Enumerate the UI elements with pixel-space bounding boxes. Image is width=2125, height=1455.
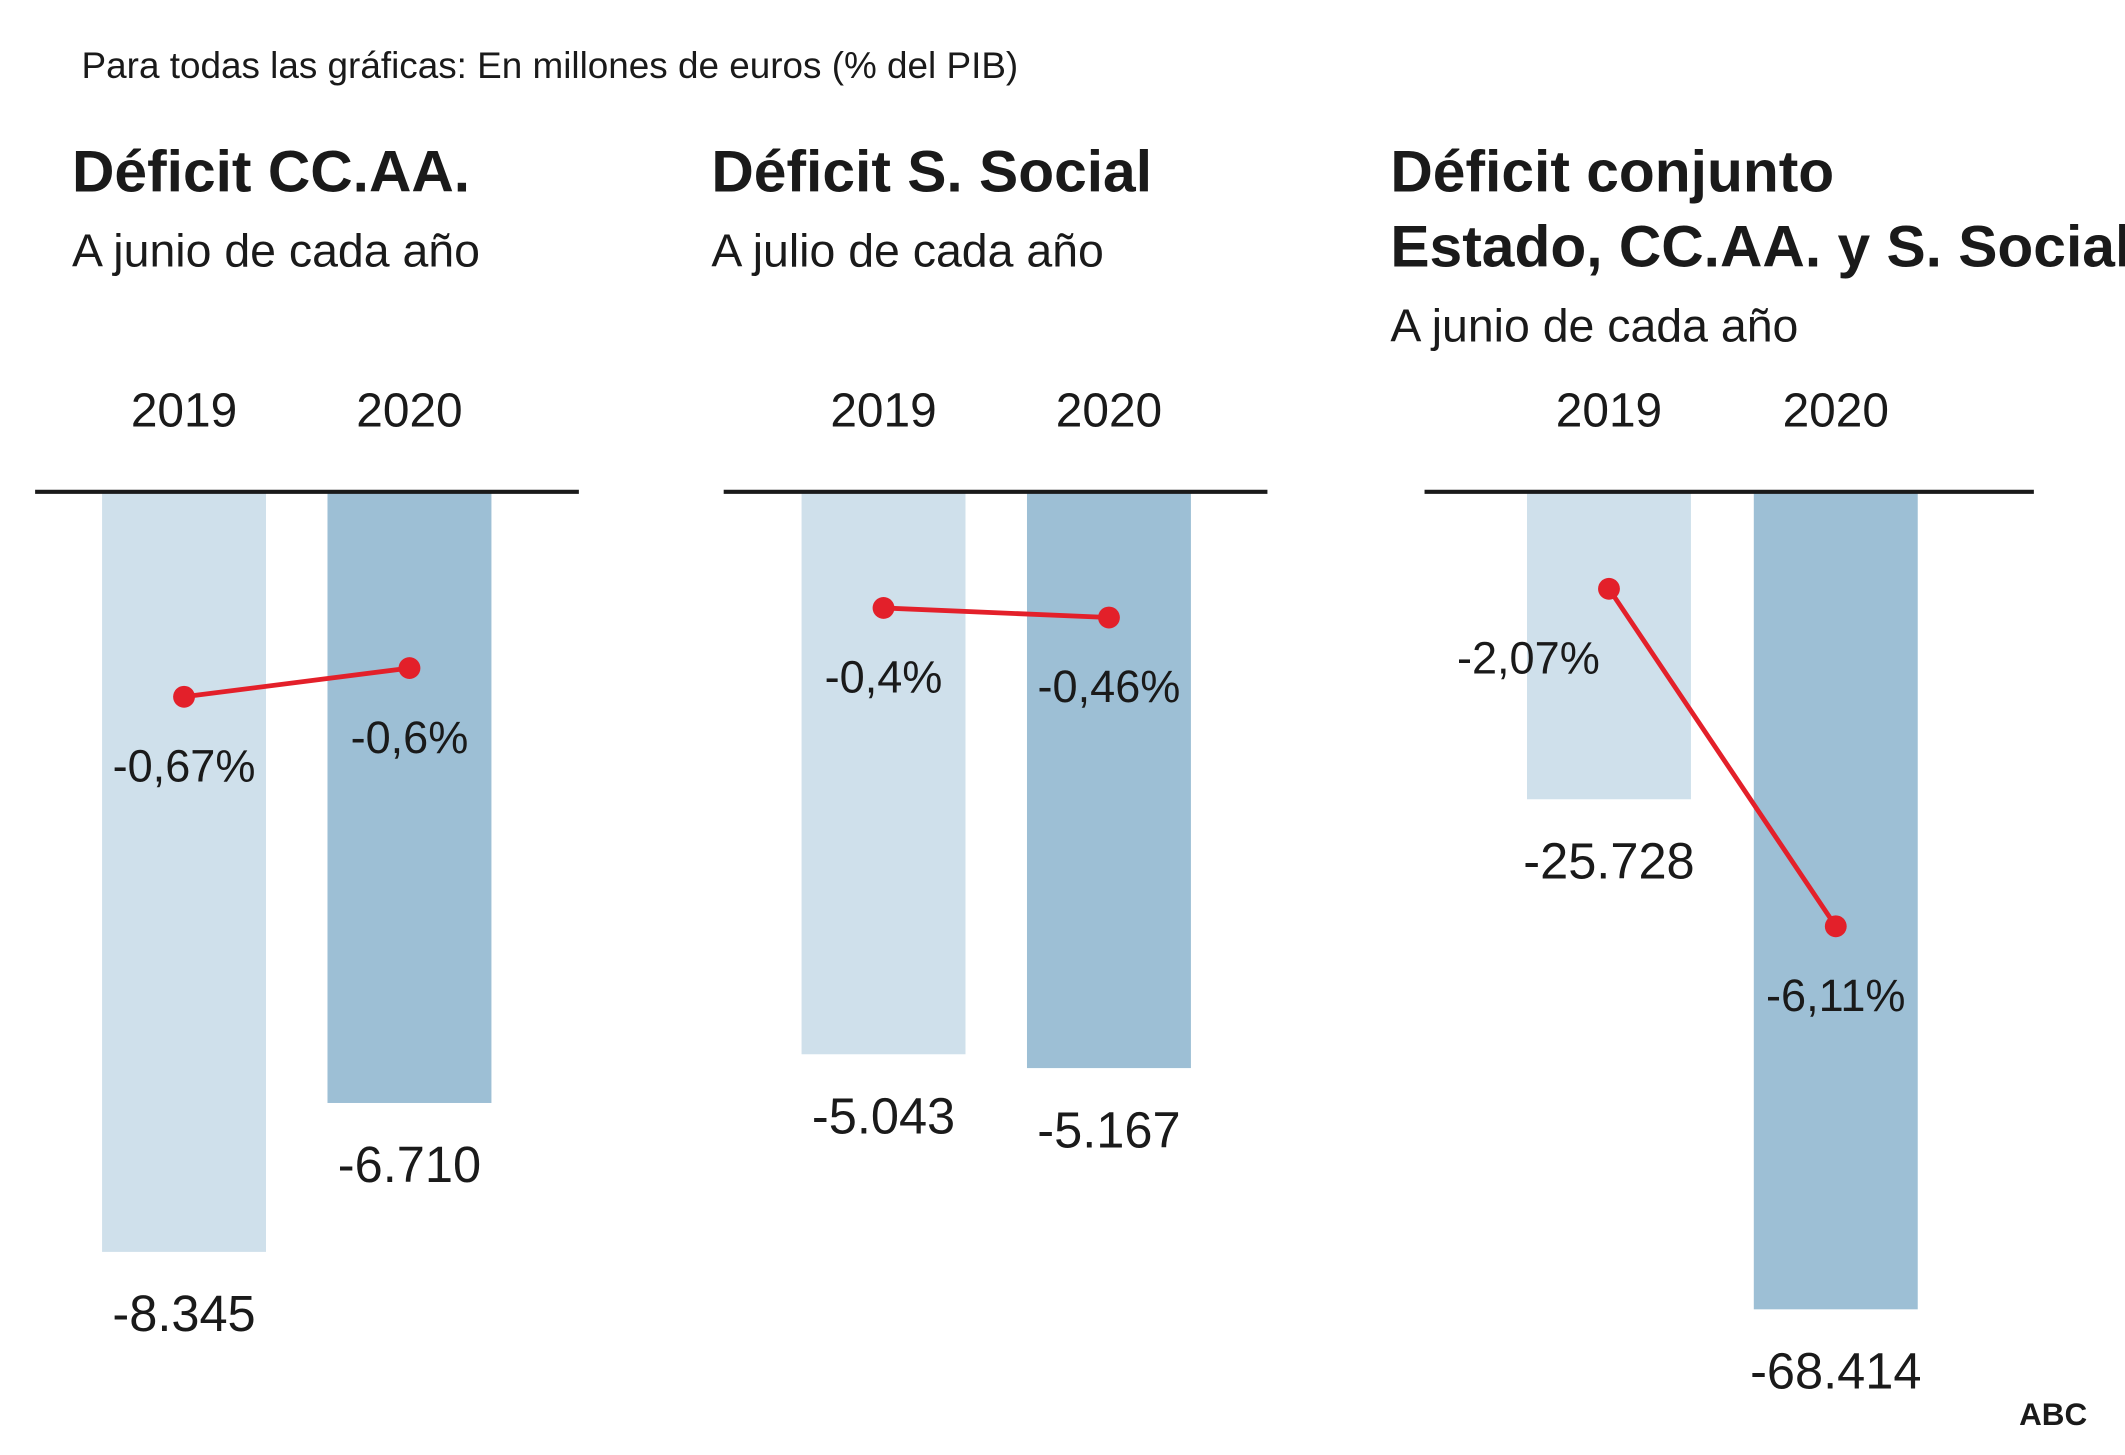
pib-percent-label: -2,07% [1457, 633, 1600, 684]
bar-2020 [327, 491, 492, 1103]
bar-2020 [1753, 491, 1918, 1310]
pib-point [398, 657, 421, 679]
chart-title: Déficit S. Social [711, 139, 1152, 204]
pib-point [1098, 606, 1120, 629]
pib-line [183, 665, 410, 700]
pib-line [883, 605, 1110, 620]
bar-2019 [102, 491, 267, 1252]
chart-subtitle: A junio de cada año [72, 224, 480, 276]
chart-title: Déficit conjunto [1390, 139, 1834, 204]
pib-line [1606, 587, 1838, 928]
brand-logo: ABC [2019, 1397, 2087, 1432]
bar-value-label: -6.710 [338, 1136, 481, 1193]
bar-value-label: -8.345 [112, 1285, 255, 1342]
pib-percent-label: -6,11% [1766, 970, 1905, 1021]
chart-title: Déficit CC.AA. [72, 139, 470, 204]
bar-value-label: -68.414 [1750, 1343, 1921, 1400]
pib-percent-label: -0,46% [1038, 661, 1181, 712]
chart-subtitle: A julio de cada año [711, 224, 1103, 276]
chart-subtitle: A junio de cada año [1390, 300, 1798, 352]
year-label: 2019 [830, 384, 936, 437]
pib-point [872, 597, 895, 619]
bar-value-label: -25.728 [1523, 833, 1694, 890]
pib-percent-label: -0,67% [113, 740, 256, 791]
pib-point [1598, 577, 1620, 600]
bar-value-label: -5.167 [1037, 1101, 1180, 1158]
units-note: Para todas las gráficas: En millones de … [82, 45, 1019, 86]
chart-panel-2: Déficit S. Social A julio de cada año 2019… [711, 139, 1268, 1158]
year-label: 2020 [1783, 384, 1889, 437]
pib-point [1824, 915, 1847, 938]
year-label: 2020 [1056, 384, 1162, 437]
bar-value-label: -5.043 [812, 1087, 955, 1144]
year-label: 2019 [1556, 384, 1662, 437]
year-label: 2020 [356, 384, 462, 437]
pib-percent-label: -0,4% [825, 652, 943, 703]
chart-panel-1: Déficit CC.AA. A junio de cada año 2019 -8.… [35, 139, 579, 1342]
pib-percent-label: -0,6% [351, 712, 469, 763]
pib-point [173, 685, 195, 708]
bar-2019 [801, 491, 966, 1055]
bar-2020 [1026, 491, 1191, 1069]
chart-title: Estado, CC.AA. y S. Social [1390, 214, 2125, 279]
year-label: 2019 [131, 384, 237, 437]
chart-panel-3: Déficit conjunto Estado, CC.AA. y S. Soci… [1390, 139, 2125, 1399]
bar-2019 [1527, 491, 1691, 800]
